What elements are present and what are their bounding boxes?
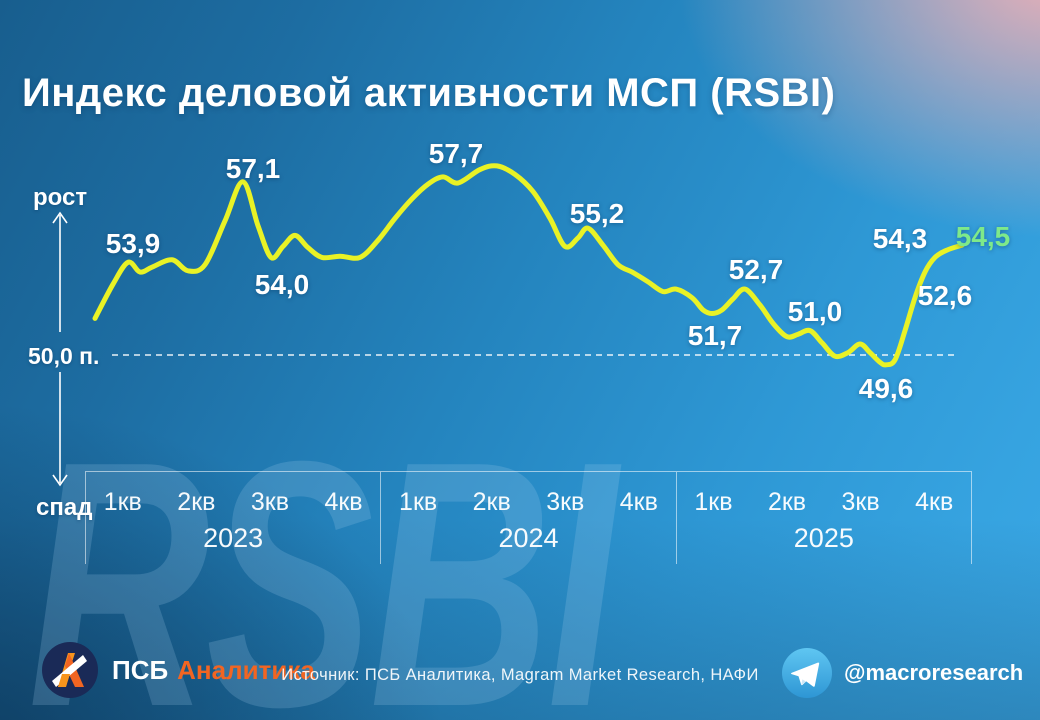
baseline-label: 50,0 п.: [28, 343, 100, 369]
quarter-label: 1кв: [103, 487, 142, 516]
axis-table: 1кв 2кв 3кв 4кв 2023 1кв 2кв 3кв 4кв 2024 1кв 2кв 3к…: [85, 471, 972, 564]
year-label: 2025: [793, 522, 854, 553]
growth-label: рост: [33, 184, 88, 211]
data-label: 54,3: [872, 223, 928, 254]
telegram-link[interactable]: @macroresearch: [782, 648, 1023, 698]
data-label: 51,0: [787, 296, 843, 327]
data-label: 57,7: [428, 138, 484, 169]
growth-arrow-icon: [52, 211, 68, 332]
telegram-handle[interactable]: @macroresearch: [844, 660, 1024, 685]
quarter-label: 3кв: [546, 487, 585, 516]
psb-logo-text: ПСБ Аналитика: [112, 655, 315, 686]
axis-year-section: 1кв 2кв 3кв 4кв 2025: [675, 472, 972, 564]
quarter-label: 4кв: [619, 487, 658, 516]
quarter-label: 2кв: [767, 487, 807, 516]
data-label: 52,7: [728, 254, 784, 285]
quarter-label: 4кв: [324, 487, 363, 516]
axis-year-section: 1кв 2кв 3кв 4кв 2023: [85, 472, 380, 564]
quarter-label: 3кв: [250, 487, 289, 516]
data-label: 55,2: [569, 198, 625, 229]
quarter-label: 1кв: [399, 487, 438, 516]
data-label: 54,5: [955, 221, 1011, 252]
year-label: 2023: [203, 522, 264, 553]
data-label: 52,6: [917, 280, 973, 311]
psb-logo: ПСБ Аналитика: [42, 642, 315, 698]
psb-text: ПСБ: [112, 654, 169, 685]
quarter-label: 2кв: [472, 487, 511, 516]
data-label: 54,0: [254, 269, 310, 300]
quarter-label: 1кв: [694, 487, 733, 516]
data-label: 57,1: [225, 153, 281, 184]
rsbi-line-series: [92, 163, 965, 368]
quarter-label: 3кв: [841, 487, 880, 516]
axis-year-section: 1кв 2кв 3кв 4кв 2024: [380, 472, 675, 564]
decline-arrow-icon: [52, 372, 68, 487]
telegram-icon[interactable]: [782, 648, 832, 698]
analytics-text: Аналитика: [177, 654, 315, 685]
page-title: Индекс деловой активности МСП (RSBI): [22, 70, 836, 115]
data-label: 49,6: [858, 373, 914, 404]
decline-label: спад: [36, 494, 93, 521]
year-label: 2024: [498, 522, 559, 553]
quarter-label: 4кв: [915, 487, 954, 516]
source-text: Источник: ПСБ Аналитика, Magram Market R…: [281, 666, 759, 684]
data-label: 51,7: [687, 320, 743, 351]
data-label: 53,9: [105, 228, 161, 259]
quarter-label: 2кв: [177, 487, 216, 516]
psb-logo-icon: [42, 642, 98, 698]
